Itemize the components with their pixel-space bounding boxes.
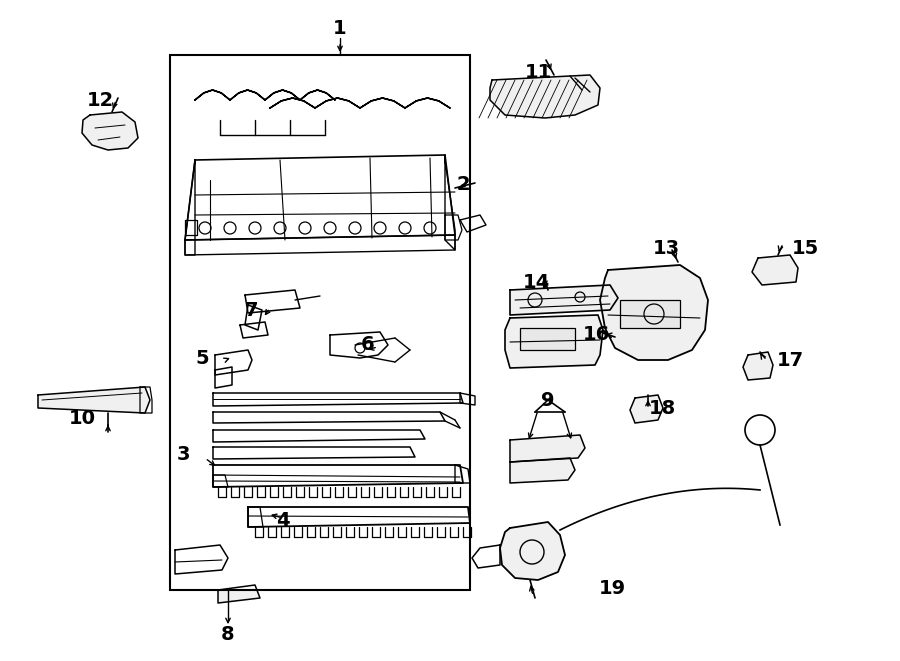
Polygon shape <box>213 465 463 487</box>
Text: 8: 8 <box>221 625 235 644</box>
Polygon shape <box>185 155 455 240</box>
Polygon shape <box>630 395 663 423</box>
Text: 13: 13 <box>652 239 680 258</box>
Bar <box>170 55 470 590</box>
Text: 7: 7 <box>245 301 259 319</box>
Polygon shape <box>270 98 450 108</box>
Bar <box>620 300 680 328</box>
Polygon shape <box>215 350 252 375</box>
Text: 14: 14 <box>522 272 550 292</box>
Polygon shape <box>505 315 603 368</box>
Polygon shape <box>490 75 600 118</box>
Text: 9: 9 <box>541 391 554 410</box>
Polygon shape <box>600 265 708 360</box>
Text: 11: 11 <box>525 63 552 81</box>
Polygon shape <box>218 585 260 603</box>
Polygon shape <box>248 507 470 527</box>
Polygon shape <box>185 160 195 255</box>
Polygon shape <box>82 112 138 150</box>
Polygon shape <box>445 155 455 250</box>
Polygon shape <box>213 447 415 459</box>
Polygon shape <box>510 435 585 462</box>
Text: 19: 19 <box>598 578 625 598</box>
Polygon shape <box>245 290 300 313</box>
Text: 12: 12 <box>86 91 113 110</box>
Text: 16: 16 <box>582 325 609 344</box>
Polygon shape <box>213 393 463 406</box>
Text: 10: 10 <box>68 408 95 428</box>
Polygon shape <box>510 458 575 483</box>
Text: 5: 5 <box>195 348 209 368</box>
Polygon shape <box>330 332 388 358</box>
Text: 15: 15 <box>791 239 819 258</box>
Text: 3: 3 <box>176 446 190 465</box>
Polygon shape <box>215 367 232 388</box>
Text: 4: 4 <box>276 510 290 529</box>
Polygon shape <box>743 352 773 380</box>
Text: 17: 17 <box>777 350 804 369</box>
Text: 2: 2 <box>456 176 470 194</box>
Bar <box>520 328 575 350</box>
Polygon shape <box>195 90 335 100</box>
Polygon shape <box>213 412 445 423</box>
Polygon shape <box>185 235 455 255</box>
Polygon shape <box>213 430 425 442</box>
Polygon shape <box>752 255 798 285</box>
Polygon shape <box>510 285 618 315</box>
Text: 18: 18 <box>648 399 676 418</box>
Text: 1: 1 <box>333 19 346 38</box>
Text: 6: 6 <box>361 336 374 354</box>
Polygon shape <box>500 522 565 580</box>
Polygon shape <box>175 545 228 574</box>
Polygon shape <box>38 387 150 413</box>
